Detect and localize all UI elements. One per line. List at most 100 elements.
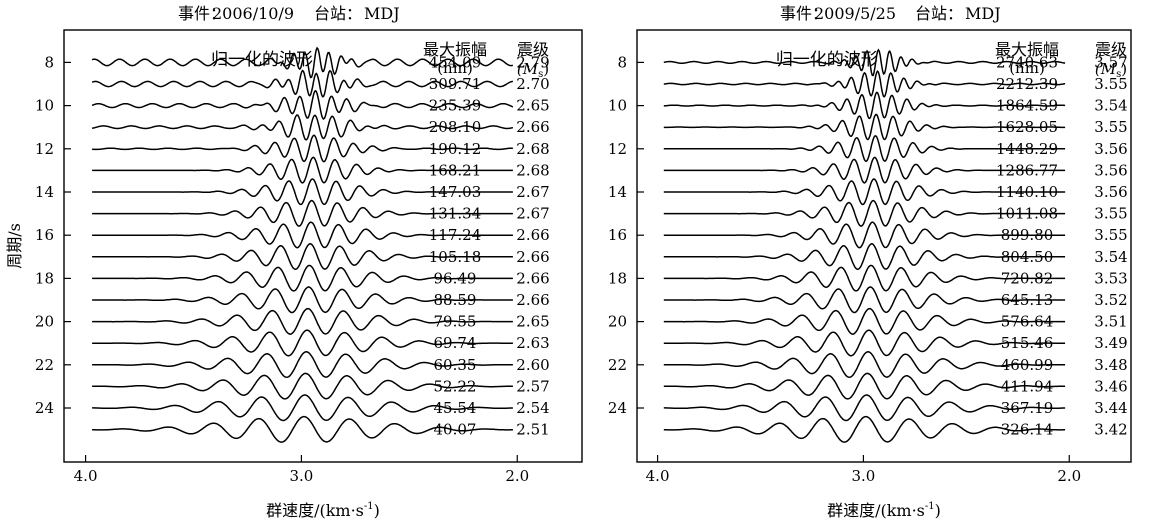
- y-tick-label: 8: [44, 53, 54, 71]
- max-amplitude-value: 1864.59: [996, 97, 1058, 115]
- x-tick-label: 3.0: [851, 467, 875, 485]
- max-amplitude-value: 2212.39: [996, 75, 1058, 93]
- magnitude-value: 2.67: [516, 205, 549, 223]
- magnitude-value: 3.42: [1094, 421, 1127, 439]
- event-date: 2009/5/25: [814, 4, 896, 23]
- waveform-trace: [92, 199, 513, 227]
- waveform-trace: [663, 264, 1066, 292]
- mag-unit-open: (M: [1095, 60, 1117, 78]
- y-tick-label: 16: [608, 226, 627, 244]
- max-amplitude-value: 168.21: [429, 161, 482, 179]
- plot-frame: [636, 29, 1132, 463]
- max-amplitude-value: 1628.05: [996, 118, 1058, 136]
- y-tick-label: 10: [608, 97, 627, 115]
- waveform-trace: [92, 134, 513, 163]
- event-date: 2006/10/9: [212, 4, 294, 23]
- waveform-trace: [663, 243, 1066, 271]
- waveform-trace: [92, 221, 513, 249]
- magnitude-value: 3.55: [1094, 205, 1127, 223]
- max-amplitude-value: 899.80: [1001, 226, 1054, 244]
- x-tick-label: 3.0: [289, 467, 313, 485]
- waveform-trace: [92, 264, 513, 292]
- waveform-trace: [92, 329, 513, 357]
- magnitude-value: 3.44: [1094, 399, 1127, 417]
- max-amplitude-value: 131.34: [429, 205, 482, 223]
- magnitude-value: 2.65: [516, 97, 549, 115]
- magnitude-value: 2.68: [516, 140, 549, 158]
- waveform-trace: [92, 351, 513, 379]
- magnitude-value: 2.68: [516, 161, 549, 179]
- max-amplitude-value: 804.50: [1001, 248, 1054, 266]
- waveform-trace: [663, 113, 1066, 141]
- max-amplitude-value: 515.46: [1001, 334, 1054, 352]
- x-axis-label-sup: -1: [925, 501, 935, 512]
- max-amplitude-value: 1286.77: [996, 161, 1058, 179]
- y-tick-label: 22: [35, 356, 54, 374]
- max-amplitude-value: 2740.63: [996, 53, 1058, 71]
- y-tick-label: 20: [608, 313, 627, 331]
- waveform-trace: [663, 48, 1066, 77]
- x-axis-label-end: ): [374, 501, 380, 520]
- station-label: 台站：: [915, 4, 963, 23]
- max-amplitude-value: 326.14: [1001, 421, 1054, 439]
- waveform-trace: [663, 307, 1066, 335]
- amp-unit: (nm): [437, 59, 473, 77]
- y-tick-label: 10: [35, 97, 54, 115]
- waveform-trace: [663, 178, 1066, 206]
- max-amplitude-value: 235.39: [429, 97, 482, 115]
- y-tick-label: 20: [35, 313, 54, 331]
- max-amplitude-value: 52.22: [434, 377, 477, 395]
- max-amplitude-value: 45.54: [434, 399, 477, 417]
- waveform-trace: [91, 69, 513, 98]
- max-amplitude-value: 60.35: [434, 356, 477, 374]
- mag-unit-sub: s: [1116, 69, 1121, 80]
- max-amplitude-value: 645.13: [1001, 291, 1054, 309]
- magnitude-value: 3.56: [1094, 183, 1127, 201]
- waveform-trace: [92, 307, 513, 335]
- panel-1: 事件：2006/10/9 台站： MDJ归一化的波形最大振幅(nm)震级(Ms)81…: [5, 4, 583, 520]
- magnitude-value: 2.66: [516, 291, 549, 309]
- magnitude-value: 3.54: [1094, 97, 1127, 115]
- magnitude-value: 3.55: [1094, 75, 1127, 93]
- magnitude-value: 2.66: [516, 226, 549, 244]
- plot-frame: [63, 29, 583, 463]
- max-amplitude-value: 309.71: [429, 75, 482, 93]
- magnitude-value: 3.53: [1094, 269, 1127, 287]
- event-label: 事件：: [780, 4, 828, 23]
- y-tick-label: 24: [608, 399, 627, 417]
- mag-header: 震级: [1095, 40, 1127, 59]
- max-amplitude-value: 40.07: [434, 421, 477, 439]
- max-amplitude-value: 208.10: [429, 118, 482, 136]
- magnitude-value: 2.70: [516, 75, 549, 93]
- magnitude-value: 2.66: [516, 269, 549, 287]
- waveform-trace: [663, 286, 1066, 314]
- x-tick-label: 2.0: [1057, 467, 1081, 485]
- y-tick-label: 14: [608, 183, 627, 201]
- y-tick-label: 12: [35, 140, 54, 158]
- x-axis-label-main: 群速度/(km·s: [827, 501, 925, 520]
- y-tick-label: 8: [617, 53, 627, 71]
- waveform-trace: [92, 286, 513, 314]
- event-label: 事件：: [178, 4, 226, 23]
- x-tick-label: 4.0: [74, 467, 98, 485]
- max-amplitude-value: 190.12: [429, 140, 482, 158]
- x-axis-label: 群速度/(km·s-1): [266, 501, 380, 520]
- max-amplitude-value: 454.09: [429, 53, 482, 71]
- max-amplitude-value: 1140.10: [996, 183, 1058, 201]
- panel-2: 事件：2009/5/25 台站： MDJ归一化的波形最大振幅(nm)震级(Ms)81…: [608, 4, 1132, 520]
- magnitude-value: 2.65: [516, 313, 549, 331]
- mag-unit: (Ms): [1095, 60, 1127, 80]
- mag-header: 震级: [517, 40, 549, 59]
- magnitude-value: 2.54: [516, 399, 549, 417]
- magnitude-value: 3.51: [1094, 313, 1127, 331]
- max-amplitude-value: 411.94: [1001, 377, 1054, 395]
- max-amplitude-value: 367.19: [1001, 399, 1054, 417]
- x-axis-label-sup: -1: [364, 501, 374, 512]
- magnitude-value: 3.52: [1094, 291, 1127, 309]
- waveform-trace: [663, 69, 1066, 98]
- magnitude-value: 2.51: [516, 421, 549, 439]
- magnitude-value: 2.79: [516, 53, 549, 71]
- waveform-trace: [663, 415, 1066, 443]
- y-tick-label: 18: [608, 269, 627, 287]
